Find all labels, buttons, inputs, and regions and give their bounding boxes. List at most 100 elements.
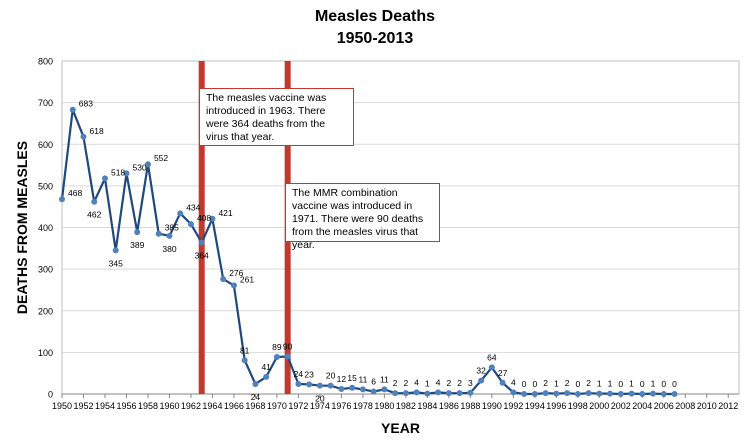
data-label: 4	[414, 377, 419, 387]
data-point	[306, 381, 313, 388]
data-point	[91, 198, 98, 205]
data-point	[80, 133, 87, 140]
data-label: 2	[565, 378, 570, 388]
data-label: 462	[87, 210, 101, 220]
data-label: 90	[283, 342, 293, 352]
x-tick-label: 1958	[138, 401, 158, 411]
data-label: 389	[130, 240, 144, 250]
x-axis-title: YEAR	[381, 420, 420, 436]
data-label: 1	[597, 379, 602, 389]
data-point	[370, 388, 377, 395]
data-label: 1	[554, 379, 559, 389]
data-label: 15	[347, 373, 357, 383]
data-label: 0	[532, 379, 537, 389]
x-tick-label: 1998	[568, 401, 588, 411]
data-point	[144, 161, 151, 168]
data-point	[392, 390, 399, 397]
data-label: 2	[446, 378, 451, 388]
x-tick-label: 1974	[310, 401, 330, 411]
x-tick-label: 1960	[159, 401, 179, 411]
y-tick-label: 300	[38, 265, 53, 275]
data-point	[327, 382, 334, 389]
data-point	[187, 221, 194, 228]
x-tick-label: 1988	[460, 401, 480, 411]
data-point	[553, 390, 560, 397]
data-point	[284, 353, 291, 360]
x-tick-label: 1976	[331, 401, 351, 411]
data-label: 32	[476, 366, 486, 376]
data-label: 3	[468, 378, 473, 388]
data-point	[177, 210, 184, 217]
data-label: 41	[261, 362, 271, 372]
data-label: 1	[425, 379, 430, 389]
data-point	[531, 391, 538, 397]
y-tick-label: 200	[38, 306, 53, 316]
data-label: 345	[109, 258, 123, 268]
x-tick-label: 1996	[546, 401, 566, 411]
data-label: 261	[240, 274, 254, 284]
data-label: 276	[229, 268, 243, 278]
data-label: 421	[218, 208, 232, 218]
data-point	[671, 391, 678, 397]
data-point	[69, 106, 76, 113]
data-label: 81	[240, 345, 250, 355]
x-tick-label: 2004	[632, 401, 652, 411]
data-label: 12	[337, 374, 347, 384]
data-point	[564, 390, 571, 397]
x-tick-label: 1966	[224, 401, 244, 411]
data-label: 2	[543, 378, 548, 388]
data-label: 0	[661, 379, 666, 389]
data-label: 11	[380, 374, 389, 384]
data-point	[101, 175, 108, 182]
x-tick-label: 1990	[482, 401, 502, 411]
data-label: 518	[111, 167, 125, 177]
x-tick-label: 1964	[202, 401, 222, 411]
data-point	[59, 196, 65, 203]
data-label: 27	[498, 368, 508, 378]
data-point	[650, 390, 657, 397]
data-label: 24	[251, 392, 261, 402]
data-label: 618	[89, 126, 103, 136]
data-point	[424, 390, 431, 397]
chart-title-sub: 1950-2013	[336, 30, 414, 47]
x-tick-label: 1984	[417, 401, 437, 411]
x-tick-label: 2012	[718, 401, 738, 411]
data-point	[617, 391, 624, 397]
data-point	[596, 390, 603, 397]
data-point	[209, 215, 216, 222]
y-tick-label: 100	[38, 348, 53, 358]
data-label: 683	[79, 99, 93, 109]
x-tick-label: 1972	[288, 401, 308, 411]
data-point	[628, 390, 635, 397]
data-point	[478, 377, 485, 384]
data-point	[639, 391, 646, 397]
chart-title: Measles Deaths 1950-2013	[0, 6, 750, 50]
x-tick-label: 1954	[95, 401, 115, 411]
mmr-1971-annotation: The MMR combination vaccine was introduc…	[285, 183, 440, 251]
data-point	[349, 384, 356, 391]
x-tick-label: 1980	[374, 401, 394, 411]
y-tick-label: 700	[38, 98, 53, 108]
deaths-series-line	[60, 108, 675, 396]
data-label: 1	[608, 379, 613, 389]
y-tick-label: 800	[38, 57, 53, 67]
x-tick-label: 2002	[611, 401, 631, 411]
data-label: 468	[68, 188, 82, 198]
data-point	[574, 391, 581, 397]
chart-title-main: Measles Deaths	[314, 8, 436, 25]
data-label: 380	[162, 244, 176, 254]
data-point	[413, 389, 420, 396]
data-point	[220, 276, 227, 283]
data-point	[338, 386, 345, 393]
x-tick-label: 2006	[654, 401, 674, 411]
x-tick-label: 1950	[52, 401, 72, 411]
data-point	[660, 391, 667, 397]
data-point	[499, 379, 506, 386]
y-tick-label: 600	[38, 140, 53, 150]
data-label: 385	[165, 223, 179, 233]
data-point	[488, 364, 495, 371]
x-tick-label: 1992	[503, 401, 523, 411]
data-point	[155, 230, 162, 237]
data-label: 0	[672, 379, 677, 389]
data-point	[123, 170, 130, 177]
